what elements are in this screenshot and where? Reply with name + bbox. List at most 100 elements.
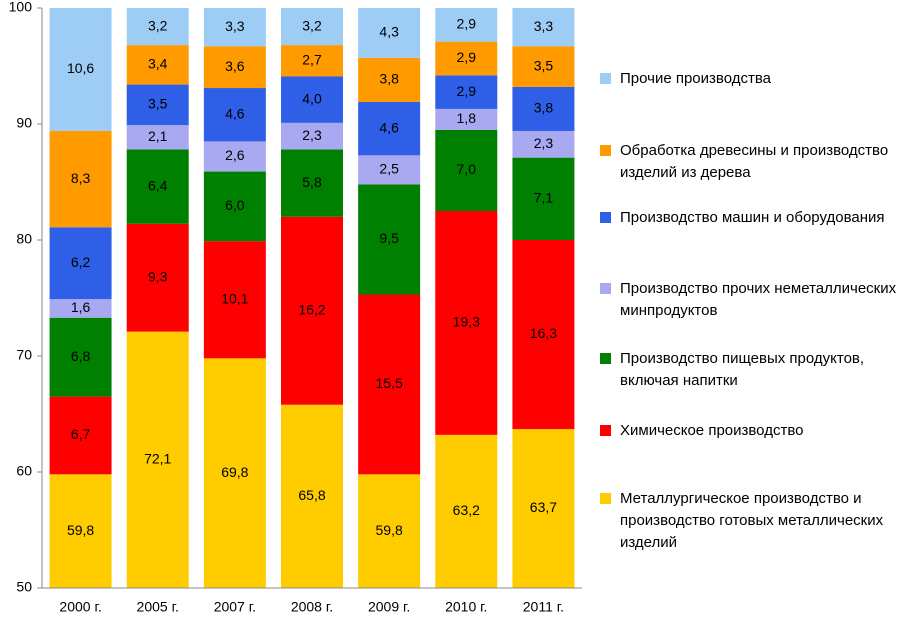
value-label: 6,8 [71,348,91,364]
legend-swatch [600,212,611,223]
legend-swatch [600,283,611,294]
value-label: 3,2 [148,17,168,33]
value-label: 3,8 [379,71,399,87]
bar-segment [126,45,189,85]
legend-label: Обработка древесины и производство издел… [620,142,889,181]
bar-segment [203,241,266,359]
legend-swatch [600,493,611,504]
bar-segment [358,474,421,588]
value-label: 3,3 [534,18,554,34]
value-label: 2,6 [225,147,245,163]
value-label: 3,4 [148,56,168,72]
bar-segment [49,474,112,588]
value-label: 59,8 [67,522,94,538]
bar-segment [203,141,266,172]
bar-segment [49,227,112,300]
legend-label: Химическое производство [620,422,804,439]
legend-label: Прочие производства [620,70,771,87]
value-label: 4,6 [379,119,399,135]
legend-label: Производство пищевых продуктов, включая … [620,350,865,389]
bar-segment [435,41,498,76]
bar-segment [203,171,266,242]
bar-segment [203,358,266,588]
legend-item: Производство машин и оборудования [600,207,900,229]
value-label: 2,1 [148,128,168,144]
value-label: 4,0 [302,90,322,106]
value-label: 6,0 [225,197,245,213]
legend-swatch [600,73,611,84]
y-tick-label: 100 [9,0,33,15]
value-label: 10,1 [221,290,248,306]
legend-label: Производство прочих неметаллических минп… [620,280,897,319]
value-label: 2,3 [302,127,322,143]
value-label: 1,6 [71,299,91,315]
value-label: 2,9 [457,83,477,99]
bar-segment [512,46,575,87]
bar-segment [281,216,343,405]
bar-segment [281,8,343,46]
value-label: 15,5 [376,375,403,391]
x-tick-label: 2005 г. [137,599,179,615]
value-label: 2,9 [457,16,477,32]
value-label: 63,7 [530,499,557,515]
bar-segment [126,331,189,588]
value-label: 2,5 [379,161,399,177]
legend-label: Производство машин и оборудования [620,209,885,226]
value-label: 72,1 [144,451,171,467]
value-label: 2,3 [534,135,554,151]
bar-segment [512,240,575,430]
value-label: 6,7 [71,426,91,442]
value-label: 3,5 [534,57,554,73]
x-tick-label: 2007 г. [214,599,256,615]
legend-item: Прочие производства [600,68,900,90]
bar-segment [281,76,343,123]
bar-segment [281,404,343,588]
bar-segment [512,86,575,131]
bar-segment [435,75,498,109]
y-tick-label: 80 [16,231,32,247]
legend-item: Производство пищевых продуктов, включая … [600,348,900,392]
y-tick-label: 90 [16,115,32,131]
value-label: 59,8 [376,522,403,538]
legend-swatch [600,145,611,156]
bar-segment [358,184,421,295]
value-label: 7,0 [457,161,477,177]
x-tick-label: 2009 г. [368,599,410,615]
value-label: 9,3 [148,268,168,284]
x-tick-label: 2008 г. [291,599,333,615]
x-tick-label: 2010 г. [445,599,487,615]
legend-item: Обработка древесины и производство издел… [600,140,900,184]
legend-swatch [600,425,611,436]
bar-segment [126,149,189,224]
bar-segment [49,317,112,397]
bar-segment [281,122,343,150]
bar-segment [512,157,575,240]
value-label: 2,9 [457,49,477,65]
bar-segment [512,429,575,588]
bar-segment [49,8,112,131]
value-label: 6,2 [71,254,91,270]
bar-segment [49,299,112,318]
value-label: 63,2 [453,502,480,518]
x-tick-label: 2000 г. [59,599,101,615]
bar-segment [358,8,421,58]
legend-item: Металлургическое производство и производ… [600,488,900,554]
bar-segment [358,57,421,102]
value-label: 3,8 [534,100,554,116]
value-label: 1,8 [457,110,477,126]
bar-segment [126,8,189,46]
value-label: 6,4 [148,177,168,193]
x-tick-label: 2011 г. [523,599,564,615]
y-tick-label: 50 [16,579,32,595]
value-label: 3,6 [225,58,245,74]
y-tick-label: 60 [16,463,32,479]
bar-segment [435,8,498,42]
bar-segment [435,434,498,588]
bar-segment [512,130,575,158]
value-label: 19,3 [453,314,480,330]
value-label: 69,8 [221,464,248,480]
value-label: 5,8 [302,174,322,190]
legend-item: Химическое производство [600,420,900,442]
